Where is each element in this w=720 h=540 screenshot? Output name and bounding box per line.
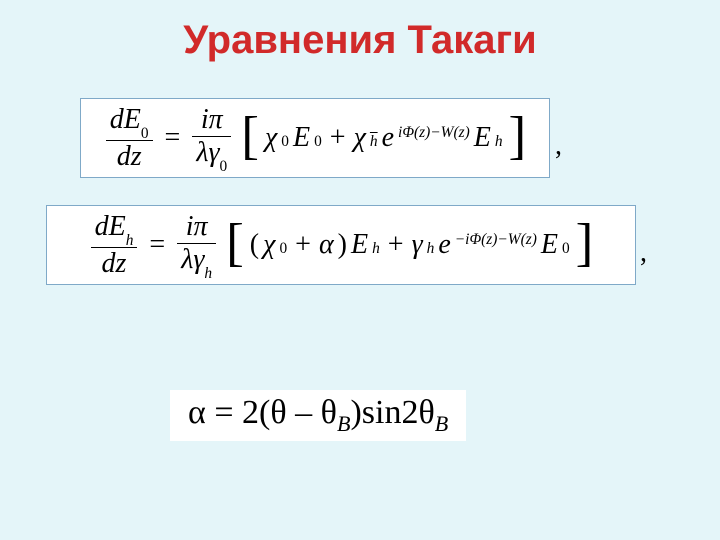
- eq3-sub-B1: B: [337, 411, 351, 436]
- eq1-trailing-comma: ,: [555, 130, 562, 162]
- eq2-Eh-sub: h: [372, 240, 380, 258]
- eq3-two: 2: [242, 394, 259, 431]
- eq2-trailing-comma: ,: [640, 237, 647, 269]
- eq2-chi0-sub: 0: [279, 240, 287, 258]
- eq1-chih: χ: [354, 122, 366, 154]
- eq1-chi0-sub: 0: [281, 133, 289, 151]
- eq1-lhs-fraction: dE0 dz: [106, 106, 153, 171]
- eq1-coef-fraction: iπ λγ0: [192, 106, 231, 171]
- eq2-lhs-num: dE: [95, 211, 126, 242]
- eq2-exp-e: e: [438, 229, 450, 261]
- eq2-E0-sub: 0: [562, 240, 570, 258]
- eq1-Eh: E: [474, 122, 491, 154]
- eq1-lhs-num-sub: 0: [141, 125, 149, 142]
- eq1-E0-sub: 0: [314, 133, 322, 151]
- eq2-exp-body: −iΦ(z)−W(z): [455, 231, 537, 249]
- eq1-chi0: χ: [265, 122, 277, 154]
- eq1-chih-sub: h: [370, 133, 378, 151]
- eq3-thetaB: θ: [321, 394, 337, 431]
- eq1-lhs-den: dz: [113, 143, 146, 171]
- eq3-thetaB2: θ: [418, 394, 434, 431]
- eq1-exp-body: iΦ(z)−W(z): [398, 124, 470, 142]
- equation-1: dE0 dz = iπ λγ0 [ χ0 E0 + χh eiΦ(z)−W(z)…: [102, 106, 529, 171]
- eq1-E0: E: [293, 122, 310, 154]
- eq2-gammah: γ: [412, 229, 423, 261]
- eq2-lhs-num-sub: h: [126, 232, 134, 249]
- eq2-lhs-fraction: dEh dz: [91, 213, 138, 278]
- eq1-coef-num: iπ: [197, 106, 227, 134]
- slide-title: Уравнения Такаги: [0, 18, 720, 63]
- eq2-E0: E: [541, 229, 558, 261]
- eq2-coef-den: λγ: [181, 244, 204, 275]
- eq2-Eh: E: [351, 229, 368, 261]
- eq2-lhs-den: dz: [98, 250, 131, 278]
- eq1-coef-den-sub: 0: [220, 158, 228, 175]
- eq3-theta: θ: [270, 394, 286, 431]
- eq2-chi0: χ: [263, 229, 275, 261]
- equation-box-1: dE0 dz = iπ λγ0 [ χ0 E0 + χh eiΦ(z)−W(z)…: [80, 98, 550, 178]
- eq2-coef-fraction: iπ λγh: [177, 213, 216, 278]
- eq3-sin: sin2: [362, 394, 419, 431]
- equation-3: α = 2(θ – θB)sin2θB: [170, 390, 466, 441]
- eq1-lhs-num: dE: [110, 104, 141, 135]
- eq1-Eh-sub: h: [495, 133, 503, 151]
- eq1-exp-e: e: [382, 122, 394, 154]
- equation-box-2: dEh dz = iπ λγh [ (χ0 + α) Eh + γh e−iΦ(…: [46, 205, 636, 285]
- eq2-gammah-sub: h: [427, 240, 435, 258]
- equation-2: dEh dz = iπ λγh [ (χ0 + α) Eh + γh e−iΦ(…: [87, 213, 596, 278]
- eq3-alpha: α: [188, 394, 206, 431]
- eq1-coef-den: λγ: [196, 137, 219, 168]
- eq2-coef-den-sub: h: [204, 265, 212, 282]
- eq3-sub-B2: B: [435, 411, 449, 436]
- eq2-coef-num: iπ: [182, 213, 212, 241]
- eq2-alpha: α: [319, 229, 334, 261]
